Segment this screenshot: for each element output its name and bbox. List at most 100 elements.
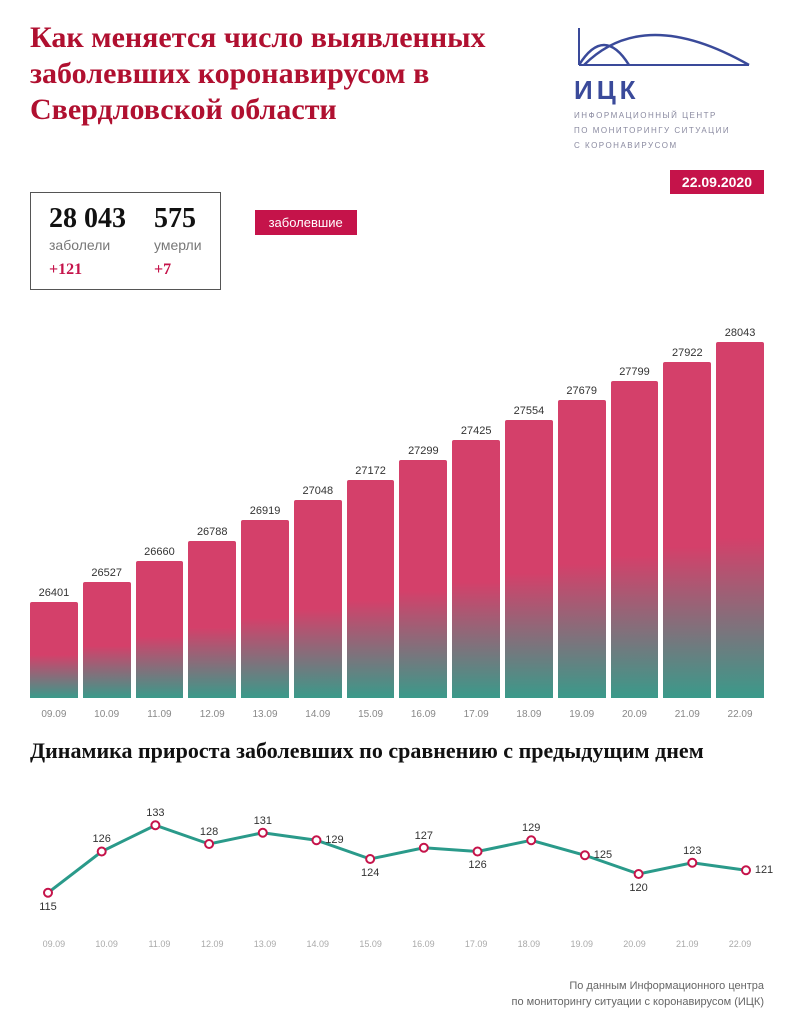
bar: 26788 <box>188 526 236 697</box>
bar-x-label: 10.09 <box>83 709 131 720</box>
line-x-label: 21.09 <box>663 939 711 949</box>
line-x-label: 16.09 <box>399 939 447 949</box>
data-point <box>688 859 696 867</box>
line-x-label: 20.09 <box>611 939 659 949</box>
line-value-label: 129 <box>522 822 540 834</box>
data-point <box>44 889 52 897</box>
total-cases: 28 043 <box>49 203 126 235</box>
bar-chart: 26401 26527 26660 26788 26919 27048 27172 27299… <box>30 300 764 720</box>
cases-label: заболели <box>49 237 126 253</box>
bar-x-label: 09.09 <box>30 709 78 720</box>
line-value-label: 128 <box>200 826 218 838</box>
line-value-label: 123 <box>683 845 701 857</box>
bar-x-label: 19.09 <box>558 709 606 720</box>
bar-x-label: 12.09 <box>188 709 236 720</box>
total-deaths: 575 <box>154 203 202 235</box>
bar: 26527 <box>83 567 131 697</box>
bar: 27679 <box>558 385 606 698</box>
bar: 26919 <box>241 505 289 697</box>
tab-cases[interactable]: заболевшие <box>255 210 357 235</box>
bar-value-label: 27554 <box>514 405 545 417</box>
date-badge: 22.09.2020 <box>670 170 764 194</box>
line-x-label: 19.09 <box>558 939 606 949</box>
bar: 26660 <box>136 546 184 697</box>
bar: 27425 <box>452 425 500 697</box>
bar-x-label: 16.09 <box>399 709 447 720</box>
bar-value-label: 27425 <box>461 425 492 437</box>
bar-value-label: 26919 <box>250 505 281 517</box>
subtitle: Динамика прироста заболевших по сравнени… <box>30 738 764 764</box>
deaths-delta: +7 <box>154 261 202 279</box>
line-x-label: 12.09 <box>188 939 236 949</box>
data-point <box>635 870 643 878</box>
data-point <box>98 847 106 855</box>
cases-delta: +121 <box>49 261 126 279</box>
bar-x-label: 22.09 <box>716 709 764 720</box>
bar-value-label: 27922 <box>672 347 703 359</box>
line-value-label: 125 <box>594 849 612 861</box>
deaths-label: умерли <box>154 237 202 253</box>
stats-box: 28 043 заболели +121 575 умерли +7 <box>30 192 221 290</box>
data-point <box>420 844 428 852</box>
data-point <box>205 840 213 848</box>
bar-value-label: 27299 <box>408 445 439 457</box>
line-value-label: 126 <box>468 859 486 871</box>
data-point <box>312 836 320 844</box>
logo-curve-icon <box>574 20 754 70</box>
line-x-label: 17.09 <box>452 939 500 949</box>
bar: 27799 <box>611 366 659 698</box>
bar: 28043 <box>716 327 764 697</box>
line-value-label: 133 <box>146 807 164 819</box>
logo-abbr: ИЦК <box>574 75 764 106</box>
bar-x-label: 21.09 <box>663 709 711 720</box>
logo-subtitle-1: ИНФОРМАЦИОННЫЙ ЦЕНТР <box>574 110 764 121</box>
bar-value-label: 26527 <box>91 567 122 579</box>
data-point <box>259 829 267 837</box>
logo-subtitle-3: С КОРОНАВИРУСОМ <box>574 140 764 151</box>
bar-x-label: 11.09 <box>136 709 184 720</box>
bar: 27299 <box>399 445 447 697</box>
line-x-label: 13.09 <box>241 939 289 949</box>
line-x-label: 18.09 <box>505 939 553 949</box>
bar-value-label: 27172 <box>355 465 386 477</box>
footer-credit: По данным Информационного центра по мони… <box>512 979 764 1010</box>
data-point <box>151 821 159 829</box>
line-value-label: 126 <box>93 833 111 845</box>
line-x-label: 14.09 <box>294 939 342 949</box>
line-value-label: 115 <box>39 901 57 913</box>
line-value-label: 127 <box>415 830 433 842</box>
page-title: Как меняется число выявленных заболевших… <box>30 20 530 128</box>
data-point <box>742 866 750 874</box>
line-x-label: 22.09 <box>716 939 764 949</box>
bar-value-label: 28043 <box>725 327 756 339</box>
line-value-label: 121 <box>755 864 773 876</box>
data-point <box>366 855 374 863</box>
bar-x-label: 15.09 <box>347 709 395 720</box>
data-point <box>474 847 482 855</box>
bar: 27922 <box>663 347 711 698</box>
bar-x-label: 20.09 <box>611 709 659 720</box>
bar: 27554 <box>505 405 553 698</box>
line-x-label: 09.09 <box>30 939 78 949</box>
bar: 27048 <box>294 485 342 698</box>
line-x-label: 11.09 <box>136 939 184 949</box>
line-x-label: 10.09 <box>83 939 131 949</box>
line-value-label: 120 <box>629 882 647 894</box>
bar-x-label: 14.09 <box>294 709 342 720</box>
bar: 27172 <box>347 465 395 697</box>
bar-value-label: 26660 <box>144 546 175 558</box>
line-chart: 115 126 133 128 131 129 124 127 126 129 125 120 123 1… <box>30 774 764 954</box>
data-point <box>581 851 589 859</box>
logo: ИЦК ИНФОРМАЦИОННЫЙ ЦЕНТР ПО МОНИТОРИНГУ … <box>574 20 764 152</box>
line-value-label: 129 <box>325 834 343 846</box>
line-value-label: 131 <box>254 815 272 827</box>
line-x-label: 15.09 <box>347 939 395 949</box>
footer-line-2: по мониторингу ситуации с коронавирусом … <box>512 995 764 1010</box>
bar-value-label: 27679 <box>566 385 597 397</box>
bar-x-label: 18.09 <box>505 709 553 720</box>
bar: 26401 <box>30 587 78 697</box>
logo-subtitle-2: ПО МОНИТОРИНГУ СИТУАЦИИ <box>574 125 764 136</box>
bar-value-label: 26401 <box>39 587 70 599</box>
bar-x-label: 17.09 <box>452 709 500 720</box>
line-value-label: 124 <box>361 867 379 879</box>
